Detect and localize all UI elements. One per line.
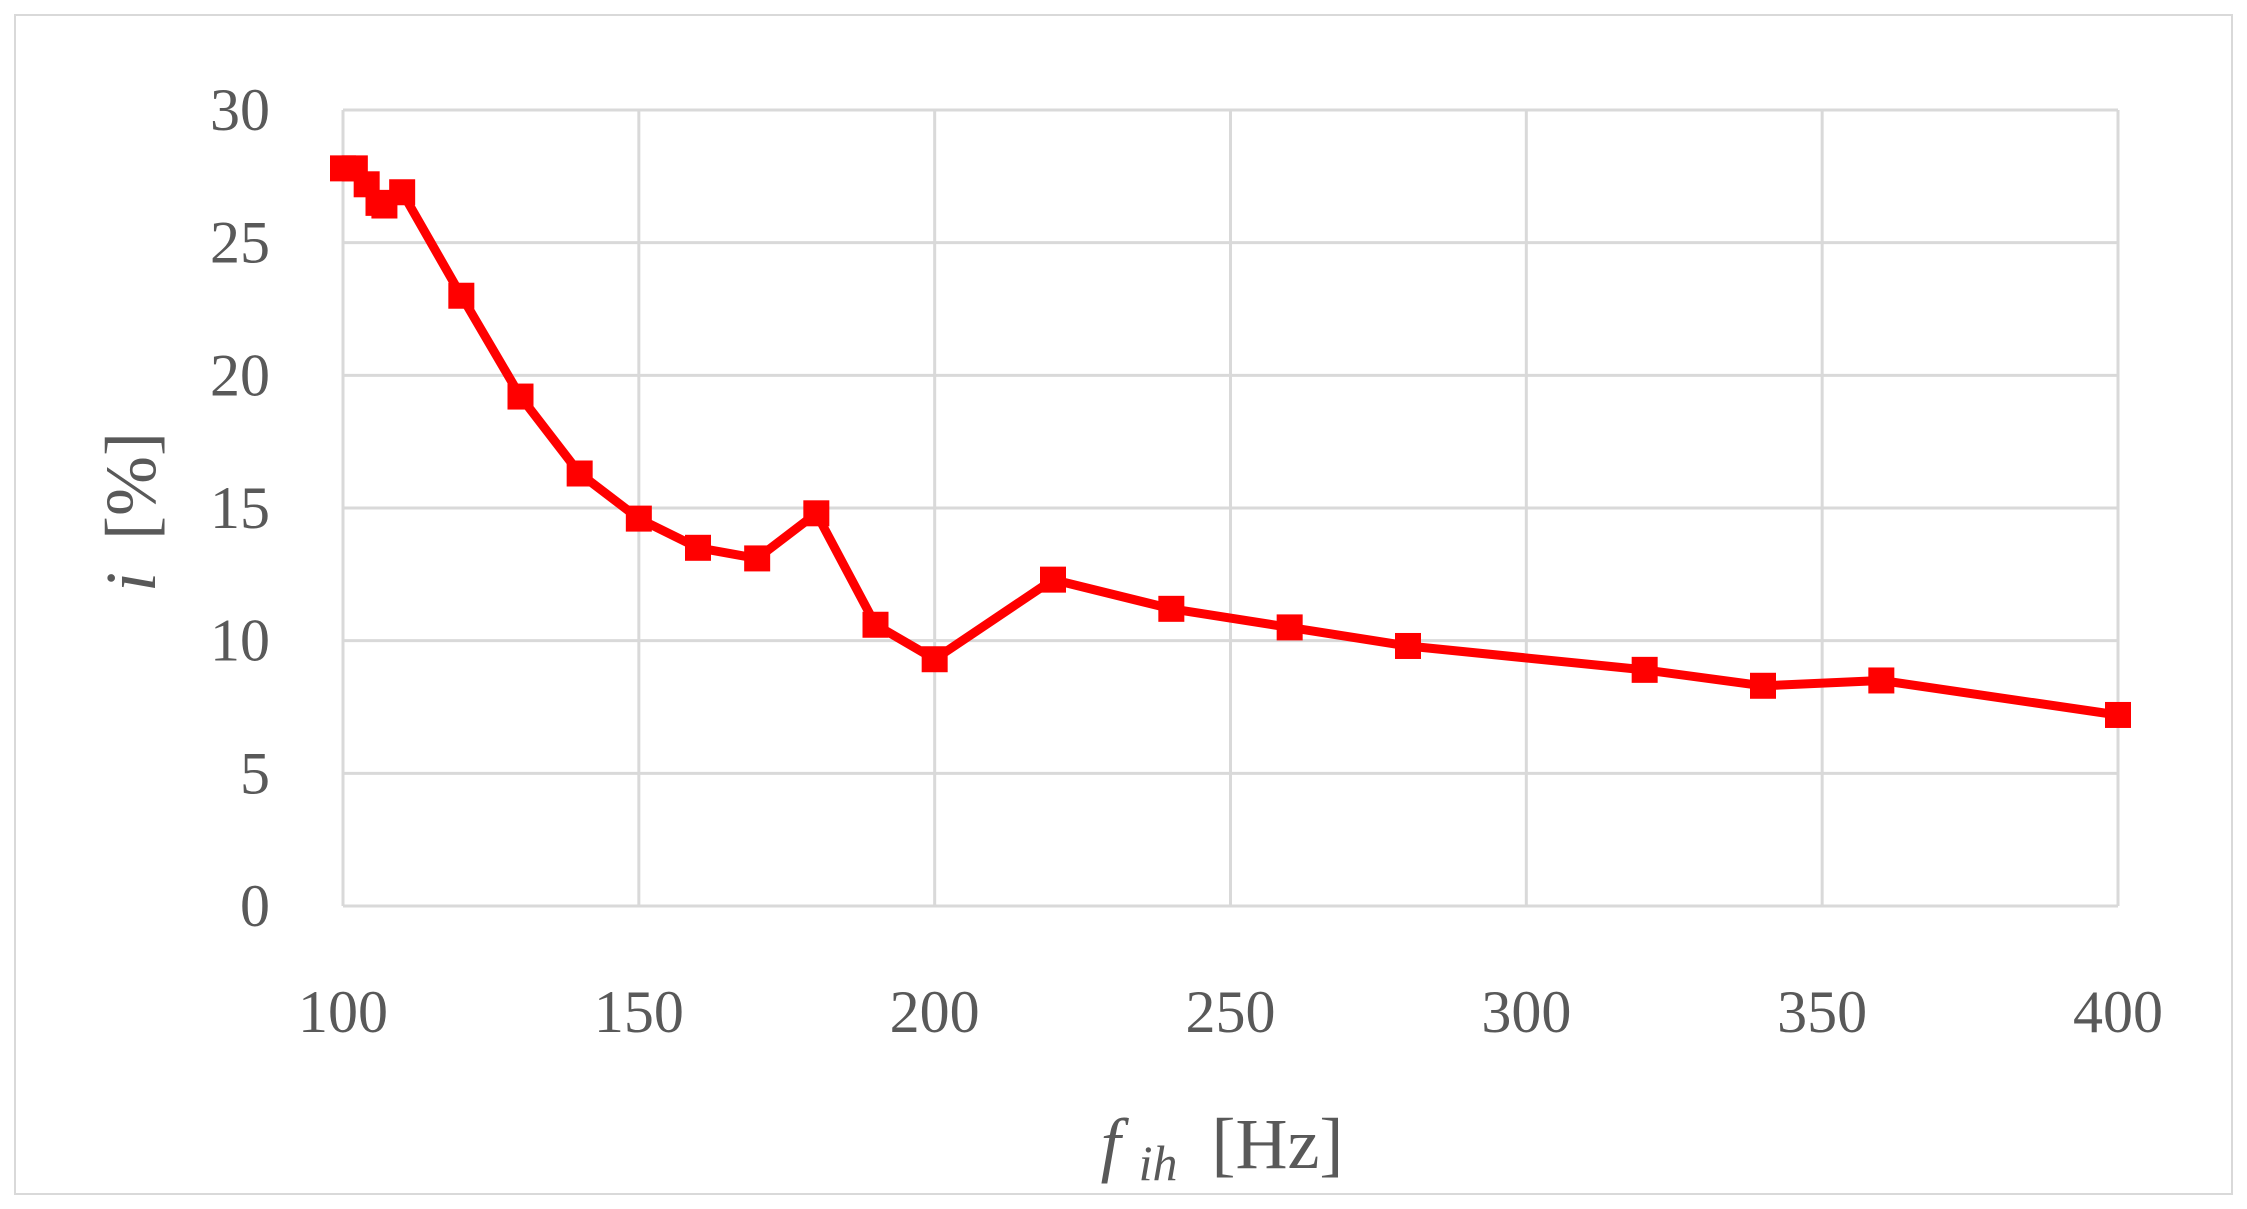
- tick-labels: 0 5 10 15 20 25 30 100 150 200 250 300 350 400: [210, 77, 2163, 1045]
- data-point-marker: [566, 460, 593, 487]
- x-axis-title: f ih [Hz]: [1101, 1104, 1344, 1196]
- y-axis-symbol: i: [91, 572, 171, 592]
- y-tick-label: 30: [210, 77, 270, 143]
- data-point-marker: [1750, 672, 1776, 699]
- x-axis-subscript: ih: [1139, 1135, 1178, 1191]
- data-point-marker: [1631, 656, 1658, 683]
- x-tick-label: 100: [298, 979, 388, 1045]
- data-point-marker: [921, 646, 948, 673]
- x-axis-unit: [Hz]: [1212, 1104, 1344, 1184]
- y-tick-label: 15: [210, 475, 270, 541]
- data-point-marker: [744, 545, 771, 572]
- series-layer: [330, 155, 2131, 728]
- y-tick-label: 10: [210, 608, 270, 674]
- x-tick-label: 300: [1481, 979, 1571, 1045]
- data-point-marker: [389, 179, 416, 206]
- y-tick-label: 0: [240, 873, 270, 939]
- data-point-marker: [448, 282, 475, 309]
- x-tick-label: 250: [1186, 979, 1276, 1045]
- x-tick-label: 150: [594, 979, 684, 1045]
- data-point-marker: [2105, 701, 2131, 728]
- data-point-marker: [1158, 595, 1185, 622]
- y-axis-title: i [%]: [91, 432, 171, 592]
- y-tick-label: 5: [240, 740, 270, 806]
- data-point-marker: [625, 505, 652, 532]
- x-tick-label: 350: [1777, 979, 1867, 1045]
- data-point-marker: [1040, 566, 1066, 593]
- data-point-marker: [803, 500, 830, 527]
- data-point-marker: [507, 383, 534, 410]
- y-tick-label: 20: [210, 342, 270, 408]
- x-axis-symbol: f: [1101, 1104, 1130, 1184]
- data-point-marker: [862, 611, 889, 638]
- y-tick-label: 25: [210, 210, 270, 276]
- y-axis-unit: [%]: [91, 432, 171, 540]
- data-point-marker: [1868, 667, 1895, 694]
- x-tick-label: 400: [2073, 979, 2163, 1045]
- grid-lines: [341, 108, 2120, 908]
- data-point-marker: [685, 534, 711, 561]
- data-point-marker: [1276, 614, 1303, 641]
- x-tick-label: 200: [890, 979, 980, 1045]
- data-point-marker: [1395, 632, 1421, 659]
